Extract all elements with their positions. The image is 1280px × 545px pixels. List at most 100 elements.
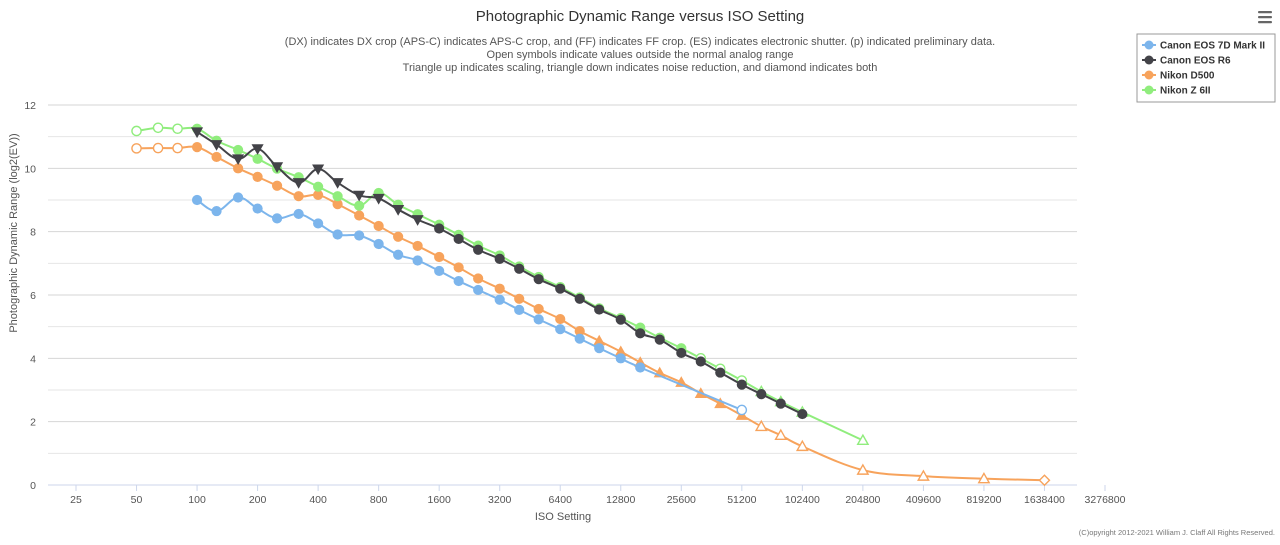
data-point[interactable]	[211, 205, 222, 217]
data-point[interactable]	[1038, 474, 1051, 487]
data-point[interactable]	[411, 215, 424, 226]
data-point[interactable]	[332, 229, 343, 240]
legend-item[interactable]: Nikon D500	[1142, 70, 1215, 82]
data-point[interactable]	[856, 433, 870, 446]
data-point[interactable]	[574, 333, 585, 344]
data-point[interactable]	[453, 275, 464, 287]
data-point[interactable]	[676, 347, 687, 359]
data-point[interactable]	[917, 469, 930, 481]
data-point[interactable]	[233, 192, 244, 203]
data-point[interactable]	[494, 294, 505, 305]
data-point[interactable]	[756, 389, 767, 400]
data-point[interactable]	[715, 367, 726, 378]
data-point[interactable]	[210, 140, 223, 151]
data-point[interactable]	[533, 314, 544, 325]
data-point[interactable]	[615, 353, 626, 364]
data-point[interactable]	[473, 284, 484, 296]
data-point[interactable]	[312, 164, 325, 176]
data-point[interactable]	[293, 208, 304, 220]
data-point[interactable]	[533, 274, 544, 285]
data-point[interactable]	[271, 213, 283, 224]
data-point[interactable]	[331, 178, 344, 189]
data-point[interactable]	[251, 144, 264, 155]
data-point[interactable]	[453, 233, 464, 245]
data-point[interactable]	[514, 293, 525, 304]
data-point[interactable]	[372, 193, 385, 205]
data-point[interactable]	[412, 255, 423, 266]
x-tick-label: 409600	[906, 494, 941, 506]
data-point[interactable]	[211, 151, 222, 163]
data-point[interactable]	[797, 408, 808, 420]
data-point[interactable]	[252, 171, 263, 182]
data-point[interactable]	[354, 230, 365, 241]
data-point[interactable]	[514, 263, 525, 274]
data-point[interactable]	[354, 210, 365, 221]
x-tick-label: 102400	[785, 494, 820, 506]
data-point[interactable]	[494, 253, 505, 264]
data-point[interactable]	[635, 362, 646, 373]
data-point[interactable]	[131, 143, 142, 154]
data-point[interactable]	[594, 304, 605, 315]
data-point[interactable]	[615, 314, 626, 325]
data-point[interactable]	[313, 181, 324, 192]
data-point[interactable]	[191, 127, 204, 139]
data-point[interactable]	[232, 154, 245, 166]
data-point[interactable]	[736, 404, 748, 416]
data-point[interactable]	[172, 142, 183, 154]
data-point[interactable]	[252, 153, 263, 164]
data-point[interactable]	[313, 218, 324, 229]
data-point[interactable]	[473, 273, 484, 284]
data-point[interactable]	[271, 162, 284, 173]
data-point[interactable]	[191, 194, 203, 206]
data-point[interactable]	[233, 163, 244, 174]
data-point[interactable]	[412, 240, 423, 252]
legend-item[interactable]: Canon EOS R6	[1142, 55, 1231, 67]
data-point[interactable]	[555, 313, 566, 325]
data-point[interactable]	[373, 238, 384, 250]
data-point[interactable]	[574, 293, 585, 304]
legend-item[interactable]: Nikon Z 6II	[1142, 85, 1211, 97]
data-point[interactable]	[393, 231, 404, 242]
data-point[interactable]	[152, 122, 164, 134]
data-point[interactable]	[393, 249, 404, 260]
data-point[interactable]	[555, 283, 566, 294]
data-point[interactable]	[353, 190, 366, 202]
data-point[interactable]	[695, 356, 706, 367]
data-point[interactable]	[392, 205, 405, 216]
legend-swatch-marker	[1144, 55, 1154, 65]
data-point[interactable]	[434, 251, 445, 263]
data-point[interactable]	[775, 398, 786, 409]
data-point[interactable]	[635, 328, 646, 339]
data-point[interactable]	[434, 223, 445, 234]
data-point[interactable]	[131, 125, 142, 137]
legend-item[interactable]: Canon EOS 7D Mark II	[1142, 40, 1265, 52]
data-point[interactable]	[271, 180, 283, 191]
data-point[interactable]	[795, 439, 809, 452]
data-point[interactable]	[453, 262, 464, 273]
data-point[interactable]	[856, 463, 870, 475]
data-point[interactable]	[473, 244, 484, 255]
data-point[interactable]	[977, 472, 991, 484]
data-point[interactable]	[233, 144, 244, 156]
data-point[interactable]	[514, 304, 525, 315]
data-point[interactable]	[152, 142, 164, 154]
data-point[interactable]	[654, 334, 665, 345]
data-point[interactable]	[594, 343, 605, 354]
data-point[interactable]	[191, 142, 203, 153]
data-point[interactable]	[373, 220, 384, 232]
data-point[interactable]	[736, 379, 747, 390]
data-point[interactable]	[172, 123, 183, 135]
data-point[interactable]	[494, 283, 505, 294]
context-menu-button[interactable]	[1254, 8, 1274, 26]
data-point[interactable]	[354, 200, 365, 211]
data-point[interactable]	[774, 428, 788, 440]
data-point[interactable]	[252, 203, 263, 214]
data-point[interactable]	[555, 324, 566, 335]
x-tick-label: 51200	[727, 494, 756, 506]
data-point[interactable]	[293, 191, 304, 202]
data-point[interactable]	[434, 265, 445, 277]
data-point[interactable]	[754, 419, 768, 432]
data-point[interactable]	[533, 303, 544, 315]
data-point[interactable]	[332, 191, 343, 202]
data-point[interactable]	[292, 178, 305, 189]
